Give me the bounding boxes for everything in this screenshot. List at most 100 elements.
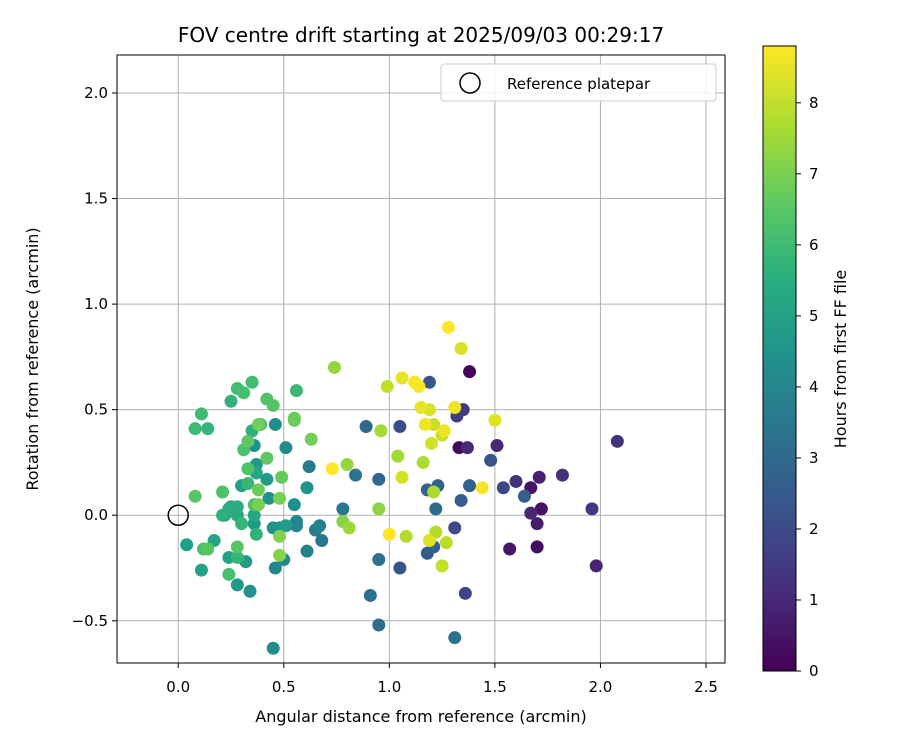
colorbar-tick-label: 8 — [809, 94, 819, 112]
data-point — [412, 379, 426, 393]
data-point — [230, 550, 244, 564]
data-point — [437, 424, 451, 438]
y-tick-label: 0.0 — [84, 506, 108, 524]
data-point — [418, 417, 432, 431]
x-tick-label: 2.0 — [589, 678, 613, 696]
data-point — [524, 506, 538, 520]
data-point — [349, 468, 363, 482]
data-point — [279, 441, 293, 455]
data-point — [460, 441, 474, 455]
data-point — [454, 493, 468, 507]
data-point — [441, 320, 455, 334]
colorbar: 0 1 2 3 4 5 6 7 8 Hours from first FF file — [762, 45, 850, 680]
data-point — [188, 422, 202, 436]
data-point — [530, 540, 544, 554]
data-point — [454, 341, 468, 355]
colorbar-tick-label: 3 — [809, 449, 819, 467]
data-point — [262, 491, 276, 505]
data-point — [393, 561, 407, 575]
data-point — [422, 375, 436, 389]
data-point — [416, 455, 430, 469]
chart-title: FOV centre drift starting at 2025/09/03 … — [178, 23, 664, 47]
data-point — [484, 453, 498, 467]
x-tick-label: 1.5 — [483, 678, 507, 696]
data-points — [167, 320, 624, 655]
plot-area-frame — [116, 54, 726, 664]
data-point — [230, 578, 244, 592]
x-tick-label: 2.5 — [694, 678, 718, 696]
data-point — [391, 449, 405, 463]
data-point — [300, 481, 314, 495]
data-point — [245, 375, 259, 389]
data-point — [287, 498, 301, 512]
data-point — [251, 498, 265, 512]
colorbar-tick-label: 5 — [809, 307, 819, 325]
colorbar-ticks: 0 1 2 3 4 5 6 7 8 — [796, 94, 819, 680]
data-point — [327, 360, 341, 374]
data-point — [372, 502, 386, 516]
data-point — [363, 588, 377, 602]
data-point — [273, 548, 287, 562]
data-point — [589, 559, 603, 573]
data-point — [610, 434, 624, 448]
data-point — [488, 413, 502, 427]
data-point — [435, 559, 449, 573]
colorbar-tick-label: 2 — [809, 520, 819, 538]
legend-entry-reference: Reference platepar — [507, 75, 651, 93]
data-point — [439, 536, 453, 550]
colorbar-tick-label: 1 — [809, 591, 819, 609]
data-point — [268, 561, 282, 575]
data-point — [414, 401, 428, 415]
x-tick-label: 0.5 — [272, 678, 296, 696]
data-point — [585, 502, 599, 516]
data-point — [237, 386, 251, 400]
data-point — [201, 422, 215, 436]
data-point — [194, 407, 208, 421]
data-point — [458, 586, 472, 600]
data-point — [194, 563, 208, 577]
data-point — [216, 485, 230, 499]
data-point — [266, 641, 280, 655]
data-point — [393, 420, 407, 434]
data-point — [230, 540, 244, 554]
data-point — [180, 538, 194, 552]
data-point — [279, 519, 293, 533]
y-tick-label: −0.5 — [72, 612, 108, 630]
data-point — [532, 470, 546, 484]
data-point — [300, 544, 314, 558]
data-point — [534, 502, 548, 516]
data-point — [241, 434, 255, 448]
data-point — [289, 384, 303, 398]
data-point — [517, 489, 531, 503]
colorbar-label: Hours from first FF file — [831, 270, 850, 449]
data-point — [463, 365, 477, 379]
data-point — [427, 485, 441, 499]
y-tick-label: 0.5 — [84, 401, 108, 419]
data-point — [201, 542, 215, 556]
y-tick-label: 1.5 — [84, 190, 108, 208]
data-point — [530, 517, 544, 531]
data-point — [475, 481, 489, 495]
data-point — [422, 534, 436, 548]
y-axis-label: Rotation from reference (arcmin) — [23, 227, 42, 490]
data-point — [302, 460, 316, 474]
data-point — [448, 631, 462, 645]
data-point — [304, 432, 318, 446]
data-point — [241, 462, 255, 476]
x-tick-label: 0.0 — [166, 678, 190, 696]
data-point — [222, 567, 236, 581]
data-point — [266, 398, 280, 412]
colorbar-gradient — [762, 45, 797, 672]
data-point — [399, 529, 413, 543]
x-axis-ticks: 0.0 0.5 1.0 1.5 2.0 2.5 — [166, 663, 718, 696]
legend-reference-marker — [459, 72, 481, 94]
data-point — [372, 553, 386, 567]
data-point — [395, 470, 409, 484]
data-point — [448, 521, 462, 535]
data-point — [395, 371, 409, 385]
data-point — [216, 508, 230, 522]
grid-lines — [117, 55, 725, 663]
data-point — [372, 618, 386, 632]
data-point — [555, 468, 569, 482]
